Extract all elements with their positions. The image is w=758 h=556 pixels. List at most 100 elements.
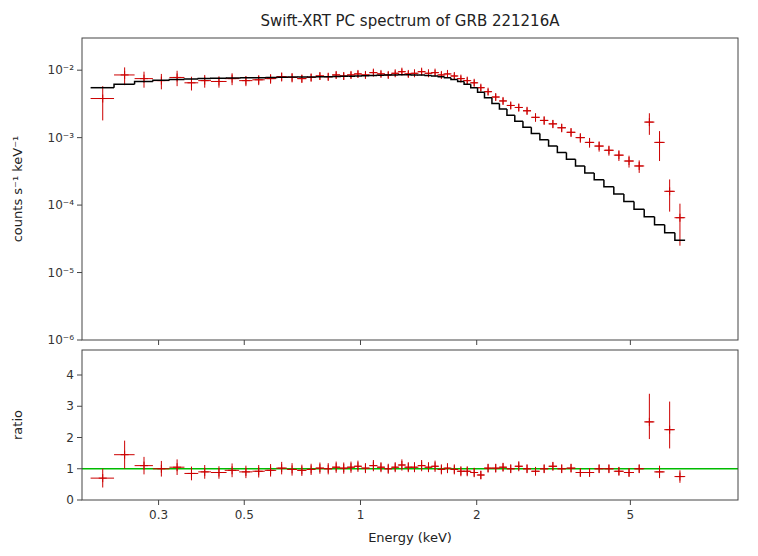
data-point [332, 463, 340, 471]
model-step [507, 109, 515, 115]
data-point [443, 70, 451, 78]
data-point [492, 93, 500, 101]
model-step [317, 76, 325, 78]
x-tick [360, 340, 361, 345]
data-point [267, 466, 275, 474]
model-step [464, 81, 471, 84]
data-point [523, 107, 531, 115]
data-point [316, 72, 324, 80]
data-point [532, 467, 540, 475]
data-point [298, 75, 306, 83]
y-error-bar [669, 402, 670, 449]
plot-frame [82, 350, 738, 500]
plot-frame [82, 38, 738, 340]
data-point [316, 464, 324, 472]
model-step [288, 76, 298, 78]
model-step [614, 187, 624, 194]
model-step [153, 80, 170, 81]
data-point [347, 463, 355, 471]
data-point [201, 77, 209, 85]
model-step [385, 74, 392, 76]
data-point [567, 128, 575, 136]
y-tick [77, 340, 82, 341]
model-step [114, 84, 135, 88]
data-point [595, 465, 603, 473]
data-point [484, 88, 492, 96]
model-step [478, 88, 485, 93]
y-tick-label: 0 [66, 493, 74, 507]
model-step [254, 77, 266, 79]
model-step [665, 225, 675, 233]
data-point [340, 464, 348, 472]
data-point [187, 469, 195, 477]
data-point [404, 70, 412, 78]
model-step [241, 77, 254, 79]
data-point [645, 118, 653, 126]
model-step [341, 76, 348, 78]
data-point [499, 463, 507, 471]
model-step [549, 140, 558, 146]
y-tick [77, 375, 82, 376]
model-step [184, 78, 198, 80]
data-point [558, 124, 566, 132]
data-point [515, 462, 523, 470]
model-step [438, 75, 444, 77]
data-point [507, 101, 515, 109]
model-step [444, 77, 450, 78]
data-point [477, 84, 485, 92]
y-tick-label: 10⁻⁴ [48, 198, 75, 212]
y-tick-label: 10⁻³ [48, 131, 75, 145]
data-point [369, 69, 377, 77]
data-point [324, 465, 332, 473]
data-point [676, 473, 684, 481]
model-step [91, 87, 114, 89]
model-step [362, 75, 369, 77]
data-point [523, 465, 531, 473]
data-point [410, 463, 418, 471]
x-tick [244, 500, 245, 505]
model-step [604, 180, 614, 187]
y-tick [77, 500, 82, 501]
y-tick-label: 10⁻² [48, 63, 75, 77]
x-tick [476, 500, 477, 505]
series-scatter [91, 394, 686, 488]
data-point [288, 465, 296, 473]
data-point [242, 468, 250, 476]
model-step [405, 74, 411, 76]
data-point [267, 75, 275, 83]
y-tick-label: 10⁻⁵ [48, 266, 75, 280]
x-tick [244, 340, 245, 345]
data-point [431, 69, 439, 77]
data-point [332, 71, 340, 79]
data-point [540, 465, 548, 473]
data-point [450, 465, 458, 473]
data-point [450, 72, 458, 80]
data-point [666, 187, 674, 195]
y-tick [77, 137, 82, 138]
model-step [492, 98, 499, 104]
data-point [656, 138, 664, 146]
data-point [463, 77, 471, 85]
x-tick-label: 0.5 [235, 508, 254, 522]
data-point [369, 462, 377, 470]
model-step [644, 209, 654, 217]
data-point [278, 464, 286, 472]
data-point [635, 162, 643, 170]
data-point [470, 79, 478, 87]
data-point [298, 466, 306, 474]
model-step [211, 77, 227, 79]
data-point [361, 464, 369, 472]
model-step [432, 75, 438, 77]
model-step [278, 77, 289, 79]
data-point [307, 465, 315, 473]
series-scatter [91, 67, 686, 245]
data-point [595, 142, 603, 150]
marks [91, 67, 686, 245]
data-point [463, 467, 471, 475]
y-axis-label: ratio [10, 410, 25, 440]
data-point [391, 69, 399, 77]
data-point [173, 463, 181, 471]
model-step [348, 75, 355, 77]
x-error-bar [340, 75, 347, 76]
data-point [418, 68, 426, 76]
